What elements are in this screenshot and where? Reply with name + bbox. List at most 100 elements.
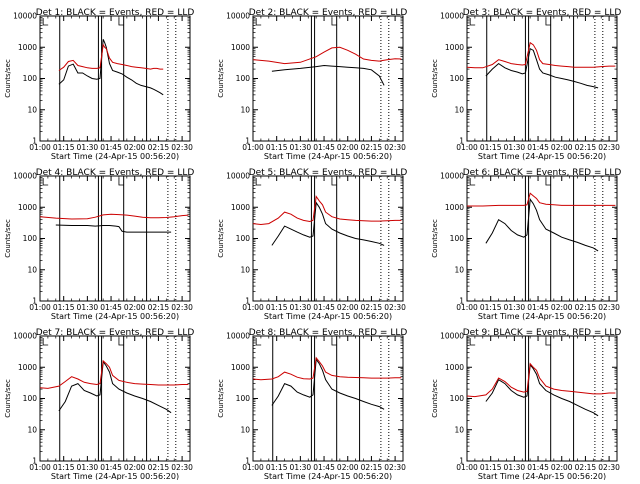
x-tick-label: 02:00 bbox=[124, 303, 146, 312]
chart-title: Det 8: BLACK = Events, RED = LLD bbox=[249, 328, 408, 338]
x-tick-label: 02:15 bbox=[575, 143, 597, 152]
chart-panel-1: Det 1: BLACK = Events, RED = LLD 1 10 100 10… bbox=[4, 8, 194, 161]
flag-bracket bbox=[331, 18, 337, 26]
flag-bracket bbox=[331, 178, 337, 186]
y-tick-label: 1 bbox=[245, 297, 250, 306]
series-line-lld bbox=[466, 41, 616, 69]
x-tick-label: 01:45 bbox=[100, 303, 122, 312]
y-tick-label: 10000 bbox=[440, 332, 464, 341]
y-tick-label: 100 bbox=[450, 74, 465, 83]
x-tick-label: 02:15 bbox=[148, 143, 170, 152]
x-tick-label: 01:30 bbox=[290, 143, 312, 152]
y-tick-label: 1000 bbox=[445, 363, 464, 372]
x-tick-label: 02:30 bbox=[384, 463, 406, 472]
series-line-events bbox=[58, 360, 172, 414]
series-line-events bbox=[271, 64, 385, 86]
x-tick-label: 02:00 bbox=[124, 463, 146, 472]
series-line-lld bbox=[39, 213, 189, 220]
series-line-lld bbox=[58, 43, 164, 71]
x-tick-label: 01:45 bbox=[527, 143, 549, 152]
flag-bracket bbox=[118, 338, 124, 346]
x-tick-label: 01:30 bbox=[504, 303, 526, 312]
x-axis-label: Start Time (24-Apr-15 00:56:20) bbox=[51, 472, 179, 480]
flag-bracket-left bbox=[42, 18, 49, 26]
flag-bracket bbox=[545, 18, 551, 26]
y-tick-label: 10000 bbox=[13, 12, 37, 21]
y-tick-label: 10000 bbox=[226, 172, 250, 181]
x-tick-label: 01:00 bbox=[242, 143, 264, 152]
x-tick-label: 01:00 bbox=[242, 463, 264, 472]
chart-panel-3: Det 3: BLACK = Events, RED = LLD 1 10 100 10… bbox=[431, 8, 621, 161]
y-tick-label: 1000 bbox=[445, 203, 464, 212]
x-axis-label: Start Time (24-Apr-15 00:56:20) bbox=[264, 312, 392, 321]
y-tick-label: 10000 bbox=[440, 12, 464, 21]
y-tick-label: 100 bbox=[23, 74, 38, 83]
flag-bracket-left bbox=[469, 18, 476, 26]
y-tick-label: 10 bbox=[27, 265, 37, 274]
x-tick-label: 01:15 bbox=[480, 303, 502, 312]
x-tick-label: 01:45 bbox=[100, 463, 122, 472]
y-tick-label: 10000 bbox=[226, 332, 250, 341]
flag-bracket-left bbox=[255, 178, 262, 186]
x-tick-label: 02:15 bbox=[148, 463, 170, 472]
x-tick-label: 01:30 bbox=[290, 303, 312, 312]
x-tick-label: 01:15 bbox=[266, 463, 288, 472]
series-line-lld bbox=[252, 356, 402, 381]
x-tick-label: 01:30 bbox=[504, 463, 526, 472]
y-tick-label: 10 bbox=[240, 105, 250, 114]
y-tick-label: 10000 bbox=[13, 172, 37, 181]
x-tick-label: 01:15 bbox=[53, 143, 75, 152]
chart-panel-8: Det 8: BLACK = Events, RED = LLD 1 10 100 10… bbox=[217, 328, 408, 481]
x-tick-label: 02:15 bbox=[361, 303, 383, 312]
x-tick-label: 02:30 bbox=[171, 463, 193, 472]
y-tick-label: 1 bbox=[32, 297, 37, 306]
chart-title: Det 6: BLACK = Events, RED = LLD bbox=[463, 168, 622, 178]
x-tick-label: 01:15 bbox=[480, 143, 502, 152]
x-tick-label: 01:15 bbox=[480, 463, 502, 472]
chart-panel-4: Det 4: BLACK = Events, RED = LLD 1 10 100 10… bbox=[4, 168, 194, 321]
y-tick-label: 1 bbox=[245, 457, 250, 466]
y-tick-label: 1 bbox=[32, 457, 37, 466]
flag-bracket bbox=[545, 178, 551, 186]
x-tick-label: 02:00 bbox=[551, 143, 573, 152]
y-axis-label: Counts/sec bbox=[431, 219, 439, 258]
x-axis-label: Start Time (24-Apr-15 00:56:20) bbox=[51, 152, 179, 161]
y-axis-label: Counts/sec bbox=[217, 59, 225, 98]
series-line-events bbox=[55, 224, 172, 233]
x-axis-label: Start Time (24-Apr-15 00:56:20) bbox=[478, 472, 606, 480]
x-tick-label: 02:30 bbox=[384, 143, 406, 152]
y-tick-label: 10 bbox=[240, 265, 250, 274]
chart-panel-9: Det 9: BLACK = Events, RED = LLD 1 10 100 10… bbox=[431, 328, 621, 481]
x-tick-label: 01:45 bbox=[313, 303, 335, 312]
x-tick-label: 02:15 bbox=[361, 463, 383, 472]
y-tick-label: 10 bbox=[454, 425, 464, 434]
x-tick-label: 02:15 bbox=[148, 303, 170, 312]
x-tick-label: 01:30 bbox=[504, 143, 526, 152]
y-tick-label: 100 bbox=[450, 394, 465, 403]
y-tick-label: 1000 bbox=[18, 203, 37, 212]
y-tick-label: 10000 bbox=[440, 172, 464, 181]
series-line-lld bbox=[467, 192, 616, 207]
chart-panel-2: Det 2: BLACK = Events, RED = LLD 1 10 100 10… bbox=[217, 8, 407, 161]
y-tick-label: 1000 bbox=[231, 43, 250, 52]
x-tick-label: 01:30 bbox=[77, 463, 99, 472]
y-tick-label: 10000 bbox=[13, 332, 37, 341]
x-axis-label: Start Time (24-Apr-15 00:56:20) bbox=[264, 152, 392, 161]
x-tick-label: 02:30 bbox=[598, 303, 620, 312]
x-tick-label: 02:30 bbox=[598, 463, 620, 472]
y-axis-label: Counts/sec bbox=[4, 379, 12, 418]
x-tick-label: 01:30 bbox=[77, 303, 99, 312]
chart-panel-5: Det 5: BLACK = Events, RED = LLD 1 10 100 10… bbox=[217, 168, 407, 321]
x-tick-label: 02:15 bbox=[361, 143, 383, 152]
x-tick-label: 01:45 bbox=[313, 463, 335, 472]
x-tick-label: 01:30 bbox=[77, 143, 99, 152]
flag-bracket-left bbox=[255, 18, 262, 26]
x-axis-label: Start Time (24-Apr-15 00:56:20) bbox=[478, 152, 606, 161]
y-axis-label: Counts/sec bbox=[431, 59, 439, 98]
y-tick-label: 1 bbox=[459, 297, 464, 306]
flag-bracket bbox=[331, 338, 337, 346]
y-tick-label: 100 bbox=[23, 234, 38, 243]
flag-bracket-left bbox=[469, 178, 476, 186]
y-axis-label: Counts/sec bbox=[4, 59, 12, 98]
